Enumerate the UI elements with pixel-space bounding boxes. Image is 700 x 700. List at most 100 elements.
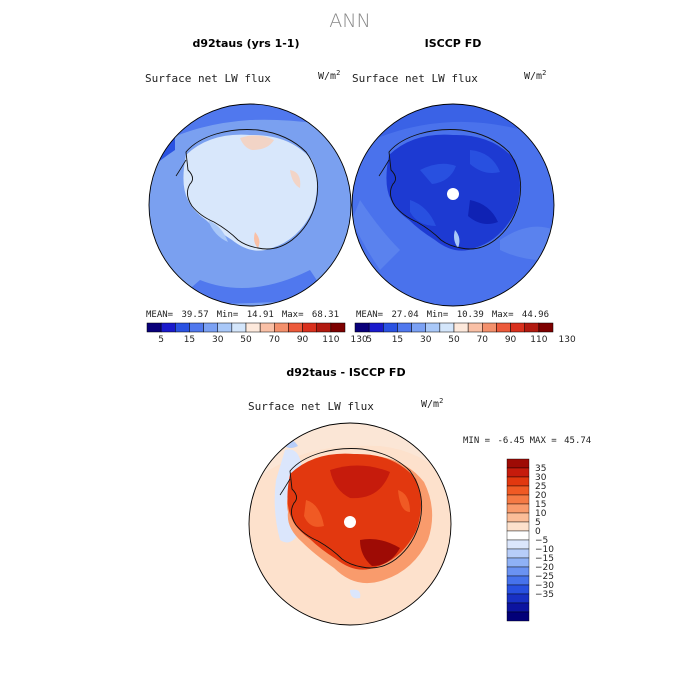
map-model-border <box>148 103 352 307</box>
colorbar-obs-swatch <box>524 322 540 333</box>
colorbar-model-swatch <box>217 322 233 333</box>
colorbar-model-swatch <box>274 322 289 333</box>
colorbar-model-tick-label: 70 <box>269 335 281 345</box>
colorbar-diff-tick-label: 20 <box>535 491 547 501</box>
panel-obs: ISCCP FD Surface net LW flux W/m2 MEAN= … <box>351 37 576 345</box>
page-title: ANN <box>329 10 370 32</box>
colorbar-diff-tick-label: 15 <box>535 500 546 510</box>
colorbar-diff-tick-label: 35 <box>535 464 546 474</box>
colorbar-obs-tick-label: 5 <box>366 335 372 345</box>
colorbar-model-swatch <box>146 322 162 333</box>
colorbar-diff-tick-label: −10 <box>535 545 554 555</box>
colorbar-diff-swatch <box>506 566 530 577</box>
colorbar-diff-tick-label: 5 <box>535 518 541 528</box>
panel-diff-stats: MIN = -6.45 MAX = 45.74 <box>463 436 591 446</box>
colorbar-diff-swatch <box>506 602 530 613</box>
colorbar-obs-swatch <box>354 322 370 333</box>
colorbar-model-tick-label: 30 <box>212 335 224 345</box>
colorbar-diff-tick-label: 25 <box>535 482 546 492</box>
colorbar-model-tick-label: 110 <box>322 335 339 345</box>
colorbar-obs-swatch <box>496 322 511 333</box>
colorbar-diff-swatch <box>506 557 530 568</box>
map-obs-border <box>351 103 555 307</box>
colorbar-diff-swatch <box>506 530 530 541</box>
colorbar-model-tick-label: 130 <box>351 335 368 345</box>
colorbar-obs: 5 15 30 50 70 90 110 130 <box>354 322 576 345</box>
colorbar-model-swatch <box>245 322 261 333</box>
colorbar-diff-swatch <box>506 503 530 514</box>
colorbar-model-swatch <box>231 322 247 333</box>
map-obs <box>352 104 554 306</box>
colorbar-diff-tick-label: −5 <box>535 536 548 546</box>
panel-obs-stats: MEAN= 27.04 Min= 10.39 Max= 44.96 <box>356 310 549 320</box>
panel-diff: d92taus - ISCCP FD Surface net LW flux W… <box>248 366 591 626</box>
colorbar-model-tick-label: 50 <box>240 335 252 345</box>
colorbar-diff-swatch <box>506 476 530 487</box>
colorbar-model-swatch <box>203 322 218 333</box>
colorbar-model-tick-label: 90 <box>297 335 309 345</box>
colorbar-diff-tick-label: 0 <box>535 527 541 537</box>
colorbar-diff-swatch <box>506 593 530 604</box>
colorbar-model-swatch <box>175 322 190 333</box>
colorbar-diff-tick-label: 10 <box>535 509 547 519</box>
colorbar-diff-swatch <box>506 494 530 505</box>
colorbar-model-swatch <box>160 322 176 333</box>
colorbar-obs-tick-label: 90 <box>505 335 517 345</box>
colorbar-model-swatch <box>302 322 317 333</box>
colorbar-model-swatch <box>189 322 204 333</box>
colorbar-obs-swatch <box>368 322 384 333</box>
colorbar-obs-swatch <box>397 322 412 333</box>
colorbar-diff-swatch <box>506 521 530 532</box>
colorbar-diff-tick-label: −20 <box>535 563 554 573</box>
panel-diff-variable: Surface net LW flux <box>248 400 374 413</box>
colorbar-obs-swatch <box>425 322 441 333</box>
panel-model-variable: Surface net LW flux <box>145 72 271 85</box>
colorbar-diff-swatch <box>506 548 530 559</box>
colorbar-diff-swatch <box>506 611 530 622</box>
colorbar-obs-tick-label: 70 <box>477 335 489 345</box>
colorbar-model-swatch <box>288 322 303 333</box>
colorbar-diff-swatch <box>506 584 530 595</box>
colorbar-diff-tick-label: −35 <box>535 590 554 600</box>
panel-obs-units: W/m2 <box>524 69 546 82</box>
panel-model: d92taus (yrs 1-1) Surface net LW flux W/… <box>145 37 368 345</box>
colorbar-diff-swatch <box>506 539 530 550</box>
panel-diff-title: d92taus - ISCCP FD <box>286 366 405 379</box>
colorbar-obs-swatch <box>453 322 469 333</box>
map-diff <box>249 423 451 625</box>
colorbar-obs-swatch <box>439 322 455 333</box>
colorbar-diff-swatch <box>506 458 530 469</box>
colorbar-obs-swatch <box>383 322 398 333</box>
colorbar-obs-tick-label: 15 <box>392 335 403 345</box>
colorbar-model: 5 15 30 50 70 90 110 130 <box>146 322 368 345</box>
colorbar-obs-swatch <box>510 322 525 333</box>
colorbar-obs-tick-label: 110 <box>530 335 547 345</box>
panel-obs-title: ISCCP FD <box>425 37 482 50</box>
colorbar-obs-tick-label: 50 <box>448 335 460 345</box>
colorbar-model-swatch <box>316 322 332 333</box>
colorbar-diff-tick-label: −15 <box>535 554 554 564</box>
colorbar-diff-swatch <box>506 485 530 496</box>
panel-diff-units: W/m2 <box>421 397 443 410</box>
colorbar-model-tick-label: 5 <box>158 335 164 345</box>
map-diff-border <box>248 422 452 626</box>
colorbar-diff-swatch <box>506 575 530 586</box>
colorbar-model-tick-label: 15 <box>184 335 195 345</box>
colorbar-diff-tick-label: 30 <box>535 473 547 483</box>
colorbar-diff-swatch <box>506 512 530 523</box>
colorbar-obs-swatch <box>482 322 497 333</box>
colorbar-diff-tick-label: −30 <box>535 581 554 591</box>
colorbar-obs-swatch <box>411 322 426 333</box>
colorbar-diff-tick-label: −25 <box>535 572 554 582</box>
colorbar-model-swatch <box>259 322 275 333</box>
colorbar-obs-tick-label: 130 <box>559 335 576 345</box>
colorbar-obs-swatch <box>467 322 483 333</box>
colorbar-model-swatch <box>330 322 346 333</box>
colorbar-diff-swatch <box>506 467 530 478</box>
map-model <box>149 104 351 306</box>
panel-model-title: d92taus (yrs 1-1) <box>193 37 300 50</box>
panel-obs-variable: Surface net LW flux <box>352 72 478 85</box>
panel-model-units: W/m2 <box>318 69 340 82</box>
